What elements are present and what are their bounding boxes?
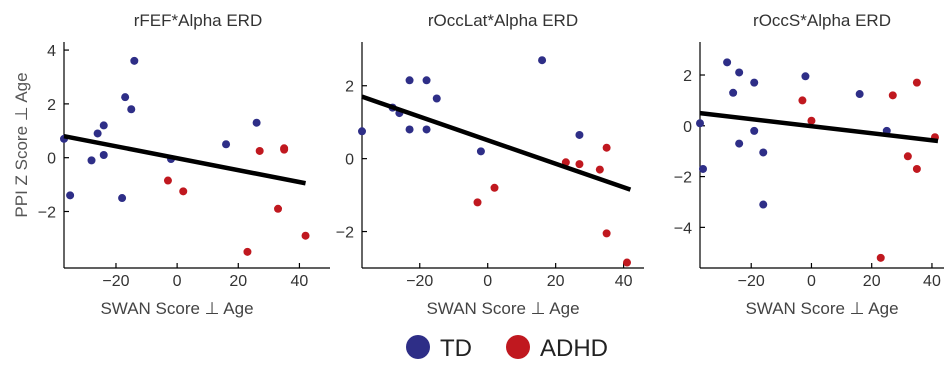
regression-line <box>361 94 632 192</box>
point-td <box>118 194 127 203</box>
panel-3-x-label: SWAN Score ⊥ Age <box>745 299 898 318</box>
x-tick-label: 40 <box>291 273 309 290</box>
point-adhd <box>274 204 283 213</box>
point-adhd <box>473 198 482 207</box>
y-tick-label: 2 <box>683 68 692 85</box>
point-td <box>252 118 261 127</box>
panel-3-title: rOccS*Alpha ERD <box>753 11 891 30</box>
point-adhd <box>876 253 885 262</box>
point-td <box>432 94 441 103</box>
point-adhd <box>301 231 310 240</box>
x-tick-label: 0 <box>483 273 492 290</box>
point-adhd <box>280 145 289 154</box>
point-adhd <box>912 78 921 87</box>
point-td <box>87 156 96 165</box>
point-adhd <box>888 91 897 100</box>
point-td <box>66 191 75 200</box>
point-td <box>735 139 744 148</box>
point-adhd <box>903 152 912 161</box>
point-adhd <box>623 258 632 267</box>
x-tick-label: 40 <box>923 273 941 290</box>
x-tick-label: 20 <box>229 273 247 290</box>
y-tick-label: 2 <box>47 97 56 114</box>
point-td <box>93 129 102 138</box>
y-tick-label: 0 <box>47 151 56 168</box>
legend: TD ADHD <box>406 335 608 362</box>
y-tick-label: −4 <box>674 220 692 237</box>
point-adhd <box>255 146 264 155</box>
regression-line <box>63 133 306 186</box>
y-tick-label: −2 <box>336 225 354 242</box>
y-tick-label: −2 <box>674 170 692 187</box>
point-adhd <box>243 247 252 256</box>
legend-label-adhd: ADHD <box>540 335 608 362</box>
point-td <box>405 125 414 134</box>
legend-marker-td <box>406 335 430 359</box>
point-adhd <box>490 183 499 192</box>
x-tick-label: 20 <box>547 273 565 290</box>
regression-line <box>699 110 939 144</box>
panel-2-title: rOccLat*Alpha ERD <box>428 11 578 30</box>
point-td <box>358 127 366 136</box>
y-tick-label: −2 <box>38 205 56 222</box>
legend-label-td: TD <box>440 335 472 362</box>
point-td <box>222 140 231 149</box>
point-td <box>729 88 738 97</box>
panel-1-y-label: PPI Z Score ⊥ Age <box>12 72 31 217</box>
point-td <box>759 148 768 157</box>
point-td <box>130 56 139 65</box>
y-tick-label: 2 <box>345 79 354 96</box>
point-td <box>855 90 864 99</box>
point-td <box>405 76 414 85</box>
point-td <box>759 200 768 209</box>
panel-1-title: rFEF*Alpha ERD <box>134 11 262 30</box>
point-td <box>538 56 547 65</box>
point-td <box>99 121 108 130</box>
y-tick-label: 4 <box>47 43 56 60</box>
x-tick-label: −20 <box>102 273 129 290</box>
point-adhd <box>575 160 584 169</box>
y-tick-label: 0 <box>345 152 354 169</box>
point-td <box>723 58 732 67</box>
point-td <box>750 126 759 135</box>
x-tick-label: −20 <box>738 273 765 290</box>
point-adhd <box>163 176 172 185</box>
point-td <box>750 78 759 87</box>
point-td <box>422 76 431 85</box>
point-td <box>696 119 704 128</box>
point-td <box>735 68 744 77</box>
x-tick-label: 0 <box>173 273 182 290</box>
point-td <box>127 105 136 114</box>
point-td <box>575 130 584 139</box>
x-tick-label: 20 <box>863 273 881 290</box>
point-adhd <box>595 165 604 174</box>
point-td <box>99 151 108 159</box>
legend-marker-adhd <box>506 335 530 359</box>
point-adhd <box>912 164 921 173</box>
point-td <box>699 164 708 173</box>
panel-2-x-label: SWAN Score ⊥ Age <box>426 299 579 318</box>
point-td <box>801 72 810 81</box>
point-td <box>422 125 431 134</box>
x-tick-label: 40 <box>615 273 633 290</box>
point-adhd <box>807 116 816 125</box>
point-adhd <box>179 187 188 196</box>
panel-1-x-label: SWAN Score ⊥ Age <box>100 299 253 318</box>
point-adhd <box>602 143 611 152</box>
point-td <box>476 147 485 156</box>
point-adhd <box>798 96 807 105</box>
x-tick-label: 0 <box>807 273 816 290</box>
x-tick-label: −20 <box>406 273 433 290</box>
point-td <box>121 93 130 102</box>
y-tick-label: 0 <box>683 119 692 136</box>
point-adhd <box>602 229 611 238</box>
